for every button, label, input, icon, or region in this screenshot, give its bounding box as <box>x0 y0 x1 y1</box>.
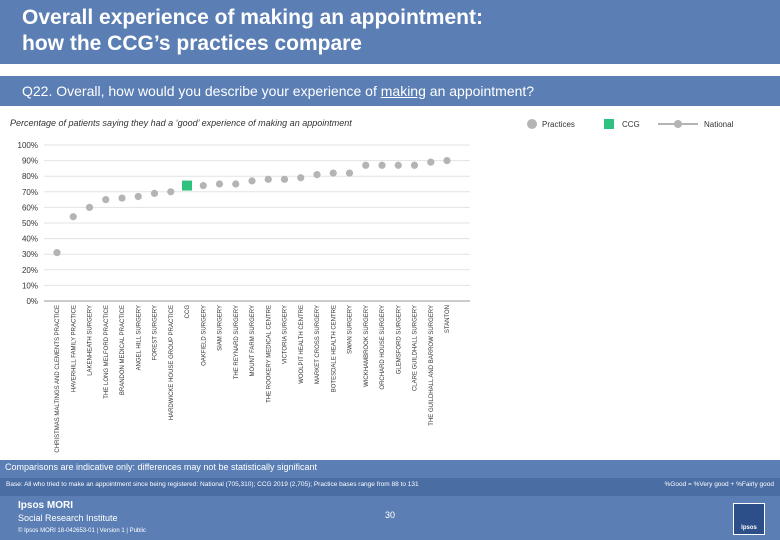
national-line-icon <box>658 120 698 128</box>
logo-text: Ipsos <box>741 525 757 531</box>
header-band: Overall experience of making an appointm… <box>0 0 780 64</box>
ccg-point <box>182 180 192 191</box>
y-tick-label: 70% <box>22 188 38 197</box>
x-category-label: ANGEL HILL SURGERY <box>136 305 142 370</box>
x-category-label: VICTORIA SURGERY <box>283 305 289 364</box>
practice-point <box>167 188 175 196</box>
page-number: 30 <box>384 510 395 520</box>
x-category-label: CLARE GUILDHALL SURGERY <box>413 305 419 391</box>
question-text: Q22. Overall, how would you describe you… <box>22 82 534 100</box>
y-tick-label: 50% <box>22 219 38 228</box>
question-suffix: an appointment? <box>425 83 535 99</box>
brand-name: Ipsos MORI <box>18 500 74 511</box>
practice-point <box>215 180 224 188</box>
x-category-label: GLEMSFORD SURGERY <box>396 305 402 374</box>
data-points <box>53 157 451 257</box>
x-category-label: THE LONG MELFORD PRACTICE <box>104 305 110 399</box>
practice-dot-icon <box>527 119 537 129</box>
good-definition: %Good = %Very good + %Fairly good <box>664 481 774 488</box>
ccg-square-icon <box>604 119 614 129</box>
base-bar <box>0 478 780 496</box>
x-category-label: BOTESDALE HEALTH CENTRE <box>331 305 337 392</box>
y-tick-label: 100% <box>18 141 38 150</box>
x-category-label: CCG <box>185 305 191 319</box>
x-category-label: HAVERHILL FAMILY PRACTICE <box>71 305 77 392</box>
y-tick-label: 40% <box>22 235 38 244</box>
practice-point <box>199 181 207 190</box>
practice-point <box>410 161 419 169</box>
y-axis-ticks: 0% 10% 20% 30% 40% 50% 60% 70% 80% 90% 100% <box>18 141 38 306</box>
practice-point <box>134 192 142 201</box>
y-tick-label: 10% <box>22 281 38 290</box>
footer-band <box>0 460 780 540</box>
x-category-label: STANTON <box>445 305 451 333</box>
ipsos-logo: Ipsos <box>733 503 765 535</box>
x-category-label: WICKHAMBROOK SURGERY <box>364 305 370 387</box>
practice-point <box>280 175 289 183</box>
x-category-label: HARDWICKE HOUSE GROUP PRACTICE <box>169 305 175 420</box>
comparison-note: Comparisons are indicative only: differe… <box>5 462 317 472</box>
question-bar: Q22. Overall, how would you describe you… <box>0 76 780 106</box>
legend-national-label: National <box>704 119 734 129</box>
legend-ccg-label: CCG <box>622 119 640 129</box>
x-category-label: OAKFIELD SURGERY <box>201 305 207 366</box>
x-category-label: MOUNT FARM SURGERY <box>250 305 256 376</box>
practice-point <box>345 169 354 177</box>
legend-national: National <box>658 117 733 131</box>
y-tick-label: 30% <box>22 250 38 259</box>
x-axis-categories: CHRISTMAS MALTINGS AND CLEMENTS PRACTICE… <box>55 305 451 453</box>
practice-comparison-chart: 0% 10% 20% 30% 40% 50% 60% 70% 80% 90% 100% CHRIST… <box>18 141 470 453</box>
legend-practices-label: Practices <box>542 119 575 129</box>
practice-point <box>85 203 94 211</box>
practice-point <box>232 180 240 188</box>
slide-title: Overall experience of making an appointm… <box>22 5 742 57</box>
x-category-label: WOOLPIT HEALTH CENTRE <box>299 305 305 384</box>
x-category-label: SWAN SURGERY <box>348 305 354 354</box>
practice-point <box>69 213 77 221</box>
practice-point <box>427 158 435 166</box>
x-category-label: THE REYNARD SURGERY <box>234 305 240 379</box>
y-tick-label: 0% <box>26 297 38 306</box>
practice-point <box>394 161 402 169</box>
practice-point <box>313 171 321 179</box>
slide-title-line-2: how the CCG’s practices compare <box>22 32 362 55</box>
x-category-label: THE GUILDHALL AND BARROW SURGERY <box>429 305 435 426</box>
legend-practices: Practices <box>527 117 575 131</box>
x-category-label: THE ROOKERY MEDICAL CENTRE <box>266 305 272 403</box>
chart-subtitle: Percentage of patients saying they had a… <box>10 118 352 128</box>
practice-point <box>53 249 61 257</box>
y-tick-label: 90% <box>22 157 38 166</box>
x-category-label: BRANDON MEDICAL PRACTICE <box>120 305 126 395</box>
base-description: Base: All who tried to make an appointme… <box>6 481 419 488</box>
practice-point <box>118 194 126 202</box>
y-tick-label: 20% <box>22 266 38 275</box>
brand-division: Social Research Institute <box>18 513 118 523</box>
question-prefix: Q22. Overall, how would you describe you… <box>22 83 381 99</box>
practice-point <box>362 161 370 169</box>
practice-point <box>248 177 256 185</box>
practice-point <box>443 157 451 165</box>
practice-point <box>264 175 272 183</box>
x-category-label: LAKENHEATH SURGERY <box>88 305 94 376</box>
y-tick-label: 80% <box>22 172 38 181</box>
practice-point <box>102 196 110 204</box>
x-category-label: MARKET CROSS SURGERY <box>315 305 321 384</box>
practice-point <box>150 189 159 197</box>
x-category-label: FOREST SURGERY <box>153 305 159 360</box>
slide-title-line-1: Overall experience of making an appointm… <box>22 6 483 29</box>
question-underlined-word: making <box>380 83 426 99</box>
x-category-label: SIAM SURGERY <box>218 305 224 351</box>
practice-point <box>297 174 305 182</box>
legend-ccg: CCG <box>604 117 640 131</box>
copyright: © Ipsos MORI 18-042653-01 | Version 1 | … <box>18 528 146 534</box>
y-tick-label: 60% <box>22 203 38 212</box>
x-category-label: ORCHARD HOUSE SURGERY <box>380 305 386 390</box>
x-category-label: CHRISTMAS MALTINGS AND CLEMENTS PRACTICE <box>55 305 61 453</box>
gridlines <box>44 144 470 302</box>
practice-point <box>329 169 337 177</box>
practice-point <box>378 161 386 169</box>
